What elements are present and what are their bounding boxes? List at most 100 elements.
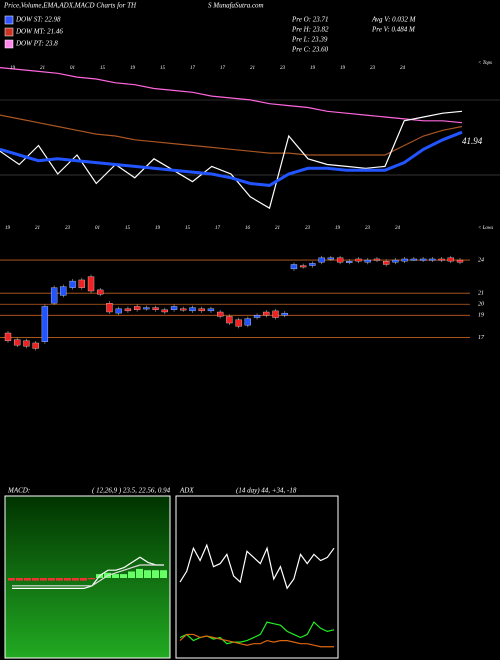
date-label: 21 xyxy=(275,226,280,231)
date-label: 15 xyxy=(185,226,191,231)
candle xyxy=(346,261,353,263)
histogram-bar xyxy=(88,578,95,580)
histogram-bar xyxy=(160,570,167,578)
candle xyxy=(170,306,178,310)
y-tick-label: 20 xyxy=(478,302,484,308)
date-label: 19 xyxy=(5,226,11,231)
candle xyxy=(456,259,464,263)
histogram-bar xyxy=(64,578,71,581)
candle xyxy=(133,306,141,310)
histogram-bar xyxy=(24,578,31,581)
candle xyxy=(272,310,279,318)
candle xyxy=(281,312,288,316)
date-label: 23 xyxy=(365,226,371,231)
panel-params: (14 day) 44, +34, -18 xyxy=(236,487,297,495)
date-label: 15 xyxy=(160,66,166,71)
candle xyxy=(78,279,85,288)
candle xyxy=(143,307,150,310)
date-label: 23 xyxy=(305,226,311,231)
line xyxy=(0,114,463,156)
candle xyxy=(392,259,399,263)
candle xyxy=(4,332,12,341)
candle xyxy=(429,258,436,261)
stat: Pre L: 23.39 xyxy=(291,36,328,44)
candle xyxy=(447,257,454,262)
line xyxy=(0,110,463,210)
candle xyxy=(327,257,335,260)
candle xyxy=(401,258,408,262)
title: Price,Volume,EMA,ADX,MACD Charts for TH xyxy=(3,2,137,10)
histogram-bar xyxy=(152,570,159,578)
candle xyxy=(244,318,251,326)
legend-swatch xyxy=(4,27,14,37)
histogram-bar xyxy=(56,578,63,581)
date-label: 19 xyxy=(155,226,161,231)
candle xyxy=(87,276,95,292)
date-label: 17 xyxy=(190,66,196,71)
panel-title: MACD: xyxy=(7,487,30,495)
candle xyxy=(300,265,307,268)
candle xyxy=(410,258,418,261)
histogram-bar xyxy=(72,578,79,581)
date-label: 24 xyxy=(395,226,401,231)
histogram-bar xyxy=(8,578,15,581)
candle xyxy=(14,339,21,346)
histogram-bar xyxy=(128,571,135,578)
date-label: 17 xyxy=(220,66,226,71)
line xyxy=(12,556,164,589)
date-label: 17 xyxy=(215,226,221,231)
date-label: 21 xyxy=(40,66,45,71)
legend-label: DOW MT: 21.46 xyxy=(15,28,63,36)
line xyxy=(179,633,334,648)
candle xyxy=(373,258,381,261)
date-label: 21 xyxy=(35,226,40,231)
y-tick-label: 21 xyxy=(478,291,484,297)
histogram-bar xyxy=(32,578,39,581)
date-label: 01 xyxy=(95,226,100,231)
candle xyxy=(50,287,58,304)
candle xyxy=(152,307,159,310)
candle xyxy=(217,311,224,317)
date-label: 15 xyxy=(100,66,106,71)
candle xyxy=(438,258,445,261)
histogram-bar xyxy=(16,578,23,581)
date-label: 19 xyxy=(335,226,341,231)
candle xyxy=(198,308,205,312)
histogram-bar xyxy=(48,578,55,581)
line xyxy=(0,67,463,124)
candle xyxy=(290,264,298,270)
panel-title: ADX xyxy=(179,487,194,495)
line xyxy=(12,564,164,587)
candle xyxy=(180,308,187,311)
legend-label: DOW ST: 22.98 xyxy=(15,16,61,24)
date-label: 19 xyxy=(310,66,316,71)
stat: Pre O: 23.71 xyxy=(291,16,328,24)
annotation: 41.94 xyxy=(462,136,483,146)
date-label: 23 xyxy=(370,66,376,71)
candle xyxy=(419,258,427,261)
y-tick-label: 19 xyxy=(478,313,484,319)
candle xyxy=(263,311,270,316)
candle xyxy=(69,280,76,288)
date-label: 19 xyxy=(340,66,346,71)
candle xyxy=(336,257,344,263)
date-label: 23 xyxy=(280,66,286,71)
stat: Pre C: 23.60 xyxy=(291,46,329,54)
candle xyxy=(383,261,390,265)
histogram-bar xyxy=(112,574,119,578)
candle xyxy=(364,259,371,263)
legend-swatch xyxy=(4,39,14,49)
legend-label: DOW PT: 23.8 xyxy=(15,40,58,48)
candle xyxy=(41,306,49,342)
date-label: 15 xyxy=(125,226,131,231)
histogram-bar xyxy=(40,578,47,581)
candle xyxy=(318,257,325,263)
histogram-bar xyxy=(144,570,151,578)
site: S MunafaSutra.com xyxy=(208,2,264,10)
histogram-bar xyxy=(136,568,143,578)
candle xyxy=(23,340,30,347)
candle xyxy=(309,263,316,266)
candle xyxy=(97,289,104,295)
stat: Avg V: 0.032 M xyxy=(371,16,417,24)
